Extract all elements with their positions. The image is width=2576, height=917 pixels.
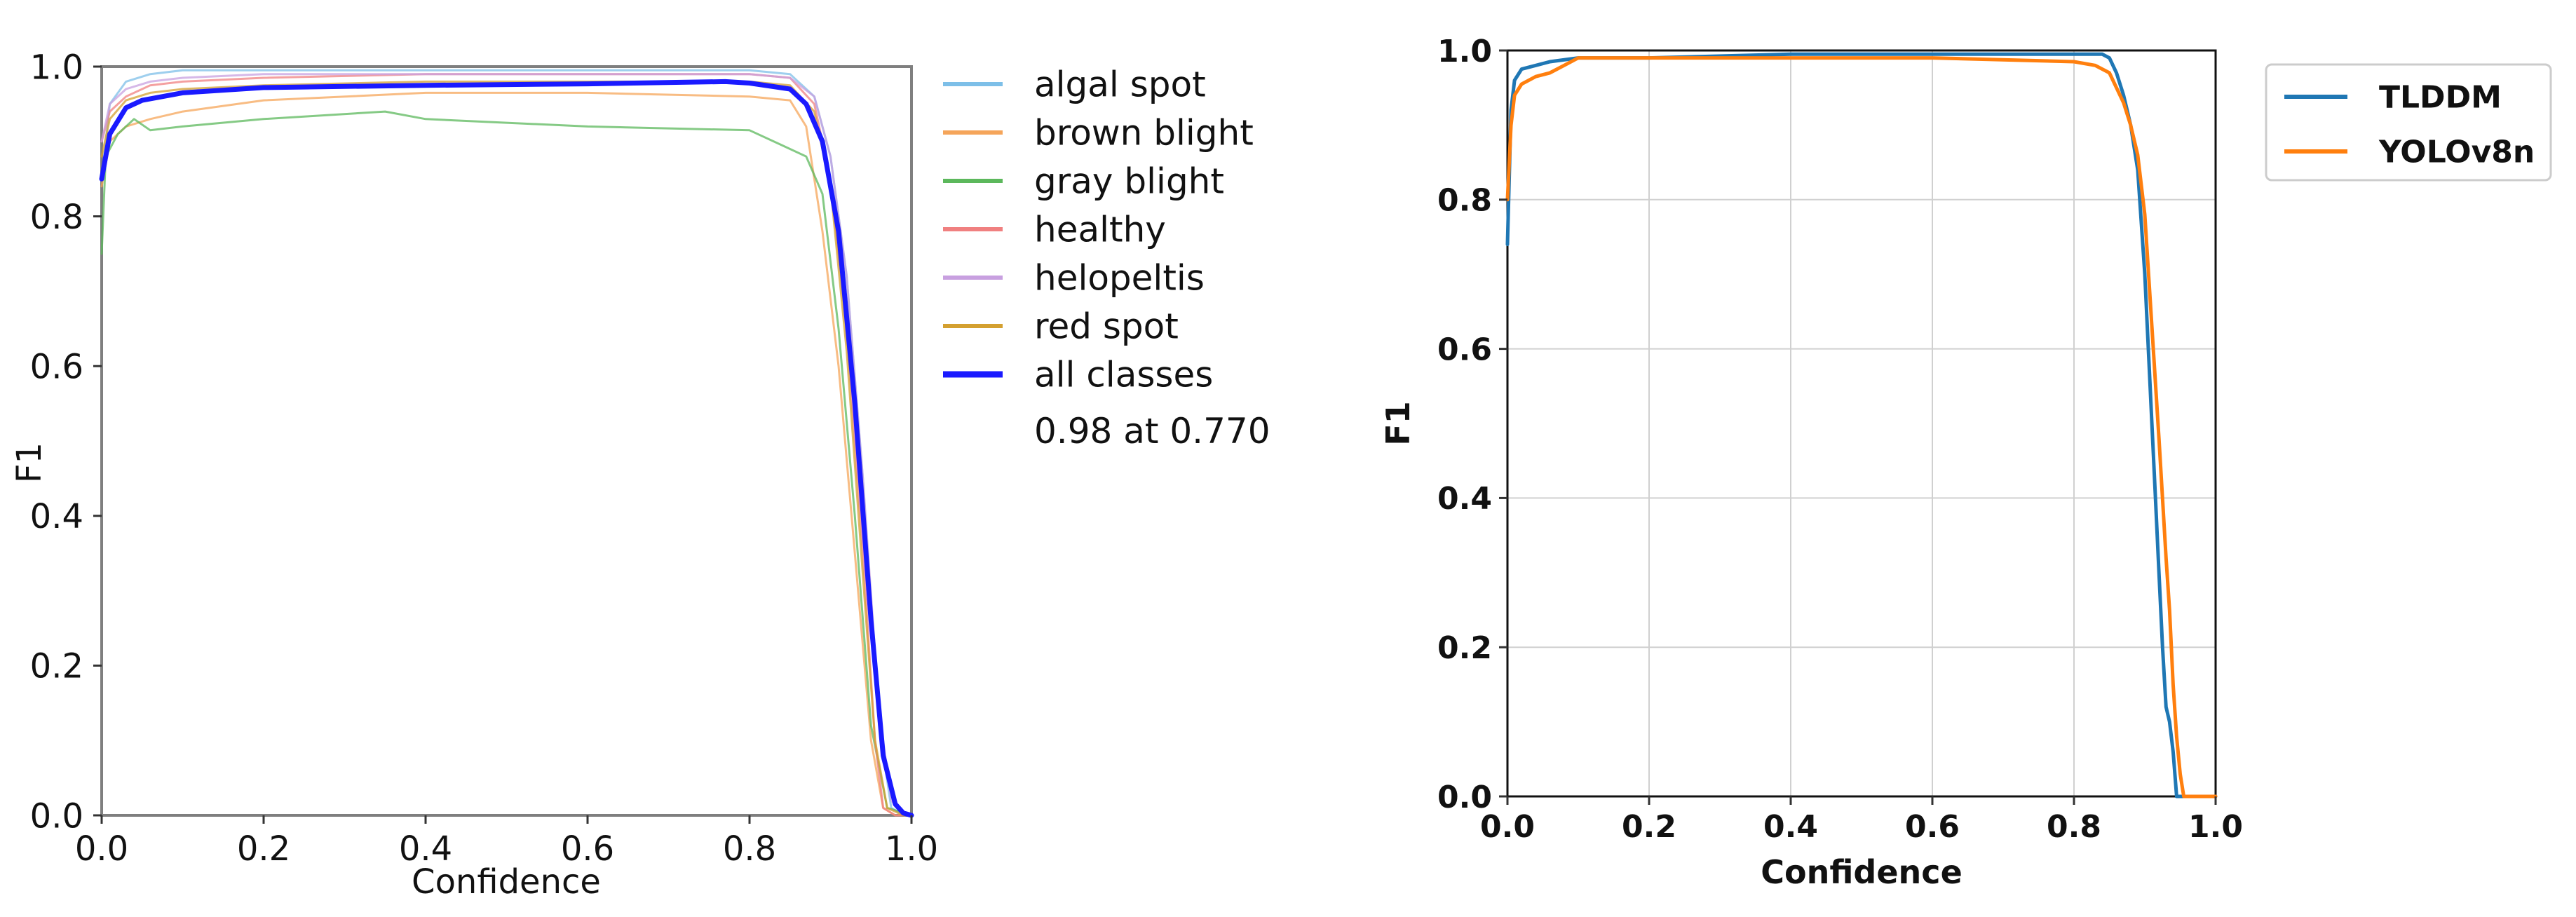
series-lines	[99, 69, 914, 818]
plot-area	[100, 65, 913, 817]
confidence-f1-chart-comparison: 0.0 0.2 0.4 0.6 0.8 1.0 0.0 0.2 0.4 0.6 0.8 1.0 Con…	[1379, 34, 2552, 891]
grid-lines	[1507, 50, 2216, 797]
x-tick-label: 1.0	[885, 829, 938, 869]
y-tick-label: 1.0	[1437, 34, 1492, 69]
series-line-brown-blight	[100, 91, 913, 817]
series-line-all-classes	[99, 79, 914, 818]
y-tick-label: 0.2	[30, 647, 83, 686]
y-axis-label: F1	[10, 442, 49, 483]
series-line-yolov8n	[1505, 56, 2218, 799]
x-axis-label: Confidence	[412, 862, 601, 902]
y-tick-label: 0.4	[30, 497, 83, 536]
legend-label: YOLOv8n	[2378, 134, 2535, 170]
y-axis-label: F1	[1379, 401, 1417, 445]
legend: TLDDM YOLOv8n	[2284, 79, 2535, 170]
legend-extra-text: 0.98 at 0.770	[1034, 411, 1270, 451]
plot-area	[1506, 49, 2217, 798]
x-tick-label: 0.8	[723, 829, 776, 869]
legend-label: brown blight	[1034, 113, 1254, 154]
legend-label: TLDDM	[2379, 79, 2502, 115]
y-tick-label: 0.8	[1437, 183, 1492, 219]
y-tick-label: 0.6	[30, 347, 83, 386]
axis-ticks: 0.0 0.2 0.4 0.6 0.8 1.0 0.0 0.2 0.4 0.6 0.8 1.0	[30, 48, 939, 869]
axis-ticks: 0.0 0.2 0.4 0.6 0.8 1.0 0.0 0.2 0.4 0.6 0.8 1.0	[1437, 34, 2243, 845]
legend-label: algal spot	[1034, 64, 1206, 105]
x-tick-label: 0.4	[1763, 809, 1818, 845]
legend-label: gray blight	[1034, 161, 1224, 202]
y-tick-label: 1.0	[30, 48, 83, 87]
series-line-red-spot	[100, 80, 913, 817]
x-tick-label: 0.6	[1905, 809, 1960, 845]
series-line-tlddm	[1505, 52, 2218, 799]
legend-label: helopeltis	[1034, 258, 1205, 299]
y-tick-label: 0.6	[1437, 332, 1492, 367]
x-tick-label: 0.6	[561, 829, 614, 869]
x-tick-label: 0.4	[399, 829, 452, 869]
legend-label: red spot	[1034, 306, 1179, 347]
x-axis-label: Confidence	[1761, 853, 1962, 891]
x-tick-label: 0.2	[237, 829, 290, 869]
x-tick-label: 0.2	[1622, 809, 1676, 845]
y-tick-label: 0.0	[1437, 780, 1492, 815]
x-tick-label: 0.0	[1480, 809, 1535, 845]
x-tick-label: 0.0	[75, 829, 128, 869]
series-line-gray-blight	[100, 110, 913, 817]
y-tick-label: 0.4	[1437, 481, 1492, 517]
series-lines	[1505, 52, 2218, 799]
legend: algal spot brown blight gray blight healthy…	[943, 64, 1254, 395]
x-tick-label: 0.8	[2047, 809, 2101, 845]
y-tick-label: 0.2	[1437, 630, 1492, 666]
y-tick-label: 0.0	[30, 796, 83, 836]
confidence-f1-chart-per-class: 0.0 0.2 0.4 0.6 0.8 1.0 0.0 0.2 0.4 0.6 0.8 1.0 Con…	[10, 48, 1270, 902]
legend-label: healthy	[1034, 210, 1166, 250]
legend-label: all classes	[1034, 355, 1213, 395]
x-tick-label: 1.0	[2188, 809, 2243, 845]
y-tick-label: 0.8	[30, 198, 83, 237]
